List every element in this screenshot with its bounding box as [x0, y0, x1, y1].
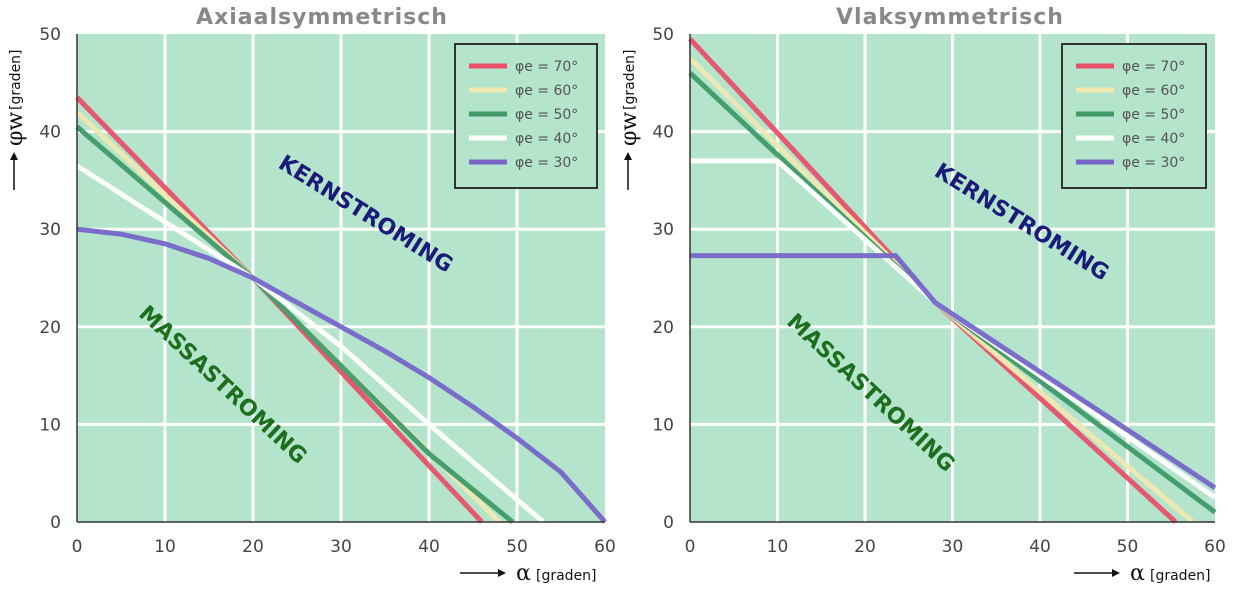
series-group [75, 95, 607, 524]
series-line-5 [690, 253, 1217, 490]
x-axis-unit: [graden] [536, 568, 597, 584]
x-tick-label: 30 [942, 537, 964, 557]
x-tick-label: 20 [242, 537, 264, 557]
x-tick-label: 20 [854, 537, 876, 557]
y-tick-label: 0 [663, 513, 674, 533]
legend-entry-3: φe = 50° [1122, 107, 1185, 123]
y-axis-symbol: φw [617, 112, 642, 146]
x-tick-label: 40 [1029, 537, 1051, 557]
legend-entry-2: φe = 60° [1122, 83, 1185, 99]
legend-entry-1: φe = 70° [1122, 59, 1185, 75]
y-axis-unit: [graden] [622, 49, 638, 110]
series-line-5 [76, 226, 607, 524]
x-tick-label: 10 [154, 537, 176, 557]
y-tick-label: 40 [39, 123, 61, 143]
y-tick-label: 20 [39, 318, 61, 338]
legend-entry-3: φe = 50° [515, 107, 578, 123]
y-tick-label: 30 [39, 220, 61, 240]
x-tick-label: 10 [767, 537, 789, 557]
y-tick-label: 20 [652, 318, 674, 338]
x-tick-label: 60 [1204, 537, 1226, 557]
y-tick-label: 40 [652, 123, 674, 143]
series-line-4 [75, 163, 546, 524]
x-tick-label: 0 [72, 537, 83, 557]
chart-title: Axiaalsymmetrisch [196, 5, 448, 30]
y-tick-label: 10 [652, 415, 674, 435]
y-tick-label: 10 [39, 415, 61, 435]
x-axis-arrow-head [1112, 569, 1120, 577]
x-tick-label: 50 [1117, 537, 1139, 557]
series-group [688, 37, 1217, 524]
legend-entry-4: φe = 40° [1122, 131, 1185, 147]
y-tick-label: 50 [652, 25, 674, 45]
legend-entry-5: φe = 30° [1122, 155, 1185, 171]
y-axis-arrow-head [10, 152, 18, 160]
x-axis-symbol: α [1130, 561, 1145, 586]
legend-entry-5: φe = 30° [515, 155, 578, 171]
legend-entry-4: φe = 40° [515, 131, 578, 147]
series-line-3 [75, 124, 515, 524]
series-line-4 [690, 158, 1217, 500]
legend-entry-2: φe = 60° [515, 83, 578, 99]
x-axis-label: α [graden] [1074, 561, 1211, 586]
x-axis-label: α [graden] [460, 561, 597, 586]
y-axis-arrow-head [624, 152, 632, 160]
y-axis-label: φw [graden] [617, 49, 642, 190]
legend-entry-1: φe = 70° [515, 59, 578, 75]
x-tick-label: 50 [506, 537, 528, 557]
chart-title: Vlaksymmetrisch [836, 5, 1064, 30]
chart-panel-1: Axiaalsymmetrisch 0 10 20 30 40 50 60 0 10 20 30 40 5… [3, 5, 616, 586]
y-tick-label: 0 [50, 513, 61, 533]
x-tick-label: 60 [594, 537, 616, 557]
x-tick-label: 0 [685, 537, 696, 557]
legend: φe = 70° φe = 60° φe = 50° φe = 40° φe = 30° [454, 43, 598, 189]
x-axis-arrow-head [498, 569, 506, 577]
y-axis-label: φw [graden] [3, 49, 28, 190]
y-tick-label: 30 [652, 220, 674, 240]
legend: φe = 70° φe = 60° φe = 50° φe = 40° φe = 30° [1061, 43, 1207, 189]
x-tick-label: 30 [330, 537, 352, 557]
x-axis-symbol: α [516, 561, 531, 586]
y-axis-unit: [graden] [8, 49, 24, 110]
x-tick-label: 40 [418, 537, 440, 557]
y-axis-symbol: φw [3, 112, 28, 146]
x-axis-unit: [graden] [1150, 568, 1211, 584]
y-tick-label: 50 [39, 25, 61, 45]
